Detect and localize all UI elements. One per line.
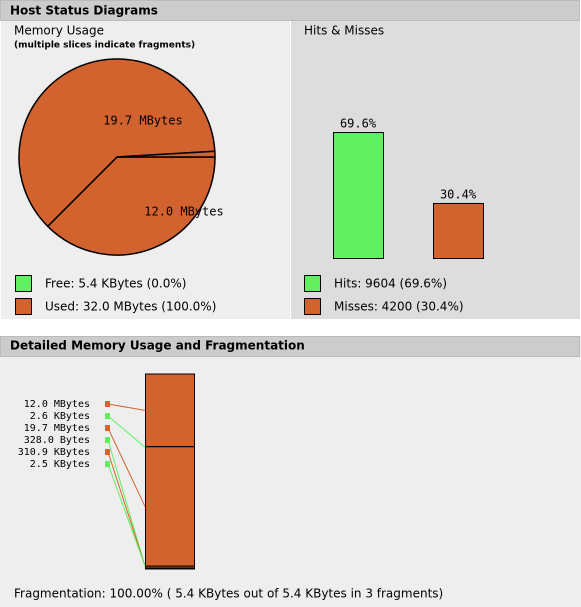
legend-swatch [304,275,321,292]
frag-label: 2.6 KBytes [30,411,90,422]
frag-swatch [105,401,110,407]
frag-connector [107,415,146,448]
slice-label: 19.7 MBytes [103,114,182,128]
frag-connector [107,427,146,507]
frag-connector [107,463,146,567]
pie-slice [18,58,216,228]
legend-text: Misses: 4200 (30.4%) [334,300,464,314]
pie-slice [46,156,216,256]
pie-slice [116,150,216,158]
frag-swatch [105,425,110,431]
legend-text: Hits: 9604 (69.6%) [334,277,447,291]
section-title: Detailed Memory Usage and Fragmentation [10,339,305,353]
panel-title: Hits & Misses [304,24,384,38]
frag-swatch [105,449,110,455]
frag-swatch [105,413,110,419]
frag-summary: Fragmentation: 100.00% ( 5.4 KBytes out … [14,587,443,601]
frag-connector [107,439,146,567]
frag-segment [145,446,195,567]
section-header [0,336,580,357]
legend-swatch [304,298,321,315]
frag-connector [107,403,146,411]
bar [333,132,384,259]
bar-label: 30.4% [440,187,477,201]
frag-segment [145,373,195,448]
frag-label: 310.9 KBytes [18,447,90,458]
frag-label: 19.7 MBytes [24,423,90,434]
frag-swatch [105,437,110,443]
legend-text: Free: 5.4 KBytes (0.0%) [45,277,186,291]
bar-label: 69.6% [340,117,377,131]
legend-swatch [15,298,32,315]
frag-swatch [105,461,110,467]
legend-swatch [15,275,32,292]
frag-label: 328.0 Bytes [24,435,90,446]
slice-label: 12.0 MBytes [144,205,223,219]
legend-text: Used: 32.0 MBytes (100.0%) [45,300,216,314]
bar [433,202,484,259]
frag-connector [107,451,146,567]
section-title: Host Status Diagrams [10,4,158,18]
section-header [0,0,580,21]
panel-subtitle: (multiple slices indicate fragments) [14,41,195,51]
frag-label: 12.0 MBytes [24,399,90,410]
frag-label: 2.5 KBytes [30,459,90,470]
frag-panel [0,336,581,607]
frag-segment [145,567,195,570]
panel-title: Memory Usage [14,24,104,38]
